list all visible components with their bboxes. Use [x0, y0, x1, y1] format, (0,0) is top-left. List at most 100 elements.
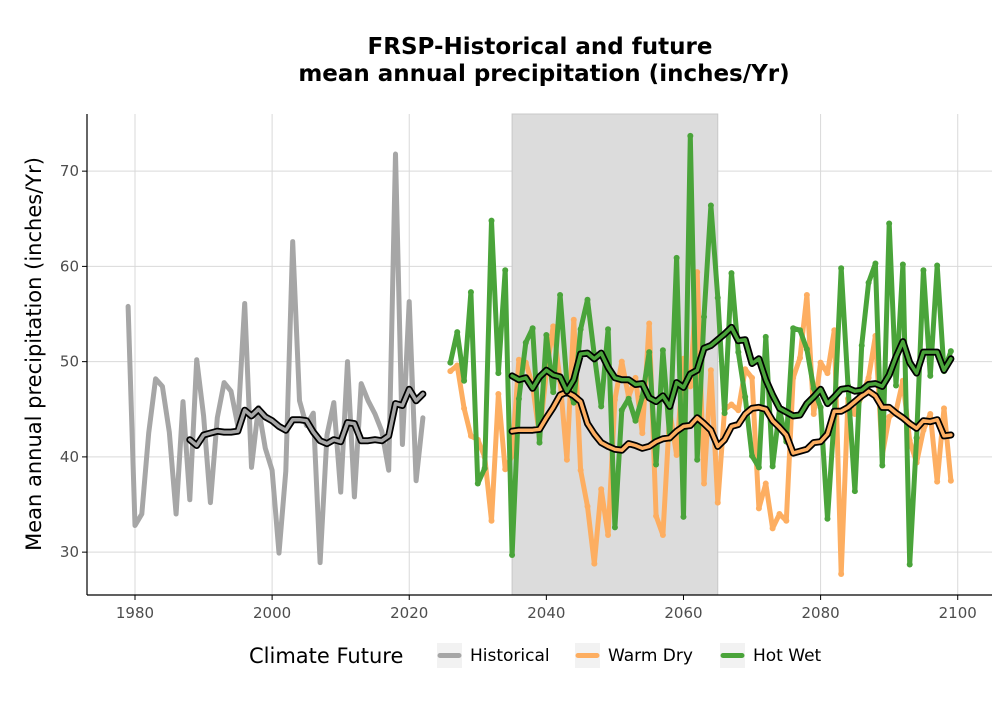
moving-average-line — [510, 325, 953, 418]
y-tick-label: 40 — [60, 448, 79, 466]
data-point-hot-wet — [557, 291, 564, 298]
data-point-warm-dry — [920, 427, 927, 434]
data-point-warm-dry — [598, 486, 605, 493]
data-point-hot-wet — [515, 395, 522, 402]
data-point-warm-dry — [467, 432, 474, 439]
data-point-warm-dry — [886, 413, 893, 420]
legend: Climate Future Historical Warm Dry Hot Wet — [249, 643, 822, 668]
data-point-hot-wet — [461, 377, 468, 384]
data-point-warm-dry — [735, 407, 742, 414]
data-point-hot-wet — [872, 260, 879, 267]
data-point-hot-wet — [618, 407, 625, 414]
data-point-hot-wet — [495, 370, 502, 377]
data-point-hot-wet — [749, 452, 756, 459]
data-point-hot-wet — [851, 488, 858, 495]
data-point-hot-wet — [467, 289, 474, 296]
data-point-warm-dry — [577, 467, 584, 474]
data-point-hot-wet — [584, 296, 591, 303]
data-point-hot-wet — [810, 385, 817, 392]
data-point-warm-dry — [810, 411, 817, 418]
data-point-hot-wet — [735, 349, 742, 356]
data-point-hot-wet — [714, 294, 721, 301]
data-point-hot-wet — [899, 261, 906, 268]
data-point-hot-wet — [906, 561, 913, 568]
data-point-warm-dry — [728, 401, 735, 408]
data-point-hot-wet — [611, 524, 618, 531]
data-point-hot-wet — [762, 333, 769, 340]
data-point-hot-wet — [920, 267, 927, 274]
data-point-hot-wet — [502, 267, 509, 274]
data-point-warm-dry — [550, 323, 557, 330]
data-point-warm-dry — [701, 480, 708, 487]
data-point-hot-wet — [797, 327, 804, 334]
data-point-hot-wet — [694, 456, 701, 463]
data-point-hot-wet — [913, 434, 920, 441]
data-point-warm-dry — [824, 370, 831, 377]
data-point-warm-dry — [817, 359, 824, 366]
data-point-warm-dry — [591, 560, 598, 567]
y-tick-label: 70 — [60, 162, 79, 180]
chart-title-line-2: mean annual precipitation (inches/Yr) — [298, 61, 789, 87]
data-point-warm-dry — [454, 362, 461, 369]
data-point-warm-dry — [673, 451, 680, 458]
data-point-warm-dry — [947, 477, 954, 484]
data-point-warm-dry — [941, 405, 948, 412]
data-point-warm-dry — [865, 374, 872, 381]
data-point-hot-wet — [803, 346, 810, 353]
data-point-hot-wet — [522, 339, 529, 346]
data-point-warm-dry — [762, 480, 769, 487]
data-point-hot-wet — [824, 515, 831, 522]
legend-label: Warm Dry — [608, 646, 693, 666]
data-point-hot-wet — [687, 132, 694, 139]
data-point-hot-wet — [543, 331, 550, 338]
data-point-warm-dry — [749, 374, 756, 381]
y-tick-label: 50 — [60, 353, 79, 371]
x-tick-label: 1980 — [116, 604, 154, 622]
data-point-warm-dry — [755, 505, 762, 512]
data-point-warm-dry — [461, 405, 468, 412]
x-tick-label: 2000 — [253, 604, 291, 622]
data-point-hot-wet — [742, 393, 749, 400]
data-point-warm-dry — [584, 503, 591, 510]
data-point-hot-wet — [728, 270, 735, 277]
data-point-hot-wet — [817, 404, 824, 411]
data-point-warm-dry — [563, 456, 570, 463]
data-point-warm-dry — [934, 478, 941, 485]
data-point-warm-dry — [707, 367, 714, 374]
data-point-hot-wet — [707, 202, 714, 209]
legend-label: Historical — [470, 646, 550, 666]
data-point-hot-wet — [701, 313, 708, 320]
y-axis-title: Mean annual precipitation (inches/Yr) — [22, 157, 46, 551]
data-point-hot-wet — [632, 417, 639, 424]
data-point-hot-wet — [605, 326, 612, 333]
x-tick-label: 2080 — [802, 604, 840, 622]
data-point-hot-wet — [447, 359, 454, 366]
data-point-hot-wet — [646, 349, 653, 356]
data-point-warm-dry — [769, 525, 776, 532]
data-point-warm-dry — [783, 517, 790, 524]
y-tick-label: 60 — [60, 257, 79, 275]
data-point-hot-wet — [639, 393, 646, 400]
legend-title: Climate Future — [249, 644, 403, 668]
data-point-hot-wet — [454, 329, 461, 336]
chart-title-line-1: FRSP-Historical and future — [368, 34, 713, 60]
data-point-hot-wet — [927, 372, 934, 379]
data-point-hot-wet — [481, 465, 488, 472]
data-point-hot-wet — [858, 342, 865, 349]
data-point-hot-wet — [879, 462, 886, 469]
series-line-hot-wet — [447, 133, 954, 567]
data-point-hot-wet — [653, 461, 660, 468]
data-point-warm-dry — [797, 354, 804, 361]
x-tick-label: 2020 — [390, 604, 428, 622]
data-point-warm-dry — [776, 511, 783, 518]
data-point-warm-dry — [611, 396, 618, 403]
data-point-hot-wet — [536, 439, 543, 446]
data-point-hot-wet — [550, 389, 557, 396]
data-point-hot-wet — [680, 513, 687, 520]
data-point-warm-dry — [447, 368, 454, 375]
data-point-warm-dry — [714, 499, 721, 506]
data-point-hot-wet — [769, 463, 776, 470]
data-point-hot-wet — [886, 220, 893, 227]
data-point-warm-dry — [605, 531, 612, 538]
